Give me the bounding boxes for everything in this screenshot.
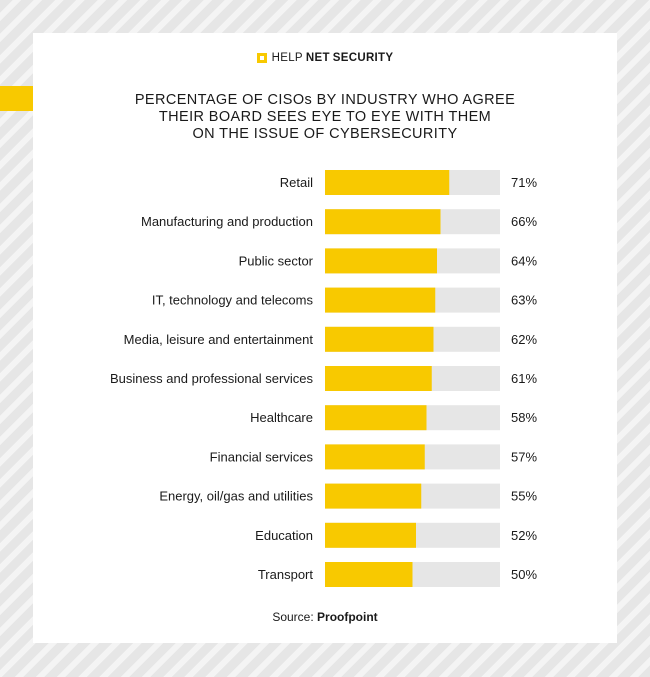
category-label-education: Education	[255, 528, 313, 543]
bar-healthcare	[325, 405, 427, 431]
brand-logo: HELP NET SECURITY	[0, 51, 650, 65]
value-label-retail: 71%	[511, 175, 537, 190]
logo-square-icon	[256, 53, 267, 63]
chart-title: PERCENTAGE OF CISOs BY INDUSTRY WHO AGRE…	[0, 92, 650, 143]
category-label-it-technology-and-telecoms: IT, technology and telecoms	[152, 293, 314, 308]
brand-part-help: HELP	[271, 52, 303, 64]
value-label-healthcare: 58%	[511, 410, 537, 425]
value-label-manufacturing-and-production: 66%	[511, 214, 537, 229]
value-label-public-sector: 64%	[511, 253, 537, 268]
category-label-manufacturing-and-production: Manufacturing and production	[141, 214, 313, 229]
bar-retail	[325, 170, 450, 195]
category-label-financial-services: Financial services	[210, 449, 314, 464]
source-name: Proofpoint	[317, 610, 378, 624]
category-label-media-leisure-and-entertainment: Media, leisure and entertainment	[124, 332, 314, 347]
value-label-financial-services: 57%	[511, 449, 537, 464]
brand-part-security: SECURITY	[332, 52, 394, 64]
brand-part-net: NET	[305, 52, 330, 64]
bar-education	[325, 522, 416, 548]
category-label-energy-oil-gas-and-utilities: Energy, oil/gas and utilities	[159, 489, 313, 504]
bar-public-sector	[325, 248, 437, 274]
bar-it-technology-and-telecoms	[325, 287, 436, 313]
value-label-it-technology-and-telecoms: 63%	[511, 293, 537, 308]
title-line-3: ON THE ISSUE OF CYBERSECURITY	[192, 126, 458, 142]
category-label-transport: Transport	[258, 567, 314, 582]
source-note: Source: Proofpoint	[0, 610, 650, 624]
title-line-2: THEIR BOARD SEES EYE TO EYE WITH THEM	[158, 109, 492, 125]
value-label-education: 52%	[511, 528, 537, 543]
bar-financial-services	[325, 444, 425, 470]
value-label-media-leisure-and-entertainment: 62%	[511, 332, 537, 347]
source-label: Source:	[272, 610, 314, 624]
bar-energy-oil-gas-and-utilities	[325, 483, 422, 509]
category-label-business-and-professional-services: Business and professional services	[110, 371, 314, 386]
value-label-energy-oil-gas-and-utilities: 55%	[511, 489, 537, 504]
bar-transport	[325, 562, 413, 587]
value-label-business-and-professional-services: 61%	[511, 371, 537, 386]
category-label-healthcare: Healthcare	[250, 410, 313, 425]
bar-manufacturing-and-production	[325, 209, 441, 235]
category-label-public-sector: Public sector	[239, 253, 314, 268]
category-label-retail: Retail	[280, 175, 313, 190]
bar-business-and-professional-services	[325, 366, 432, 391]
title-line-1: PERCENTAGE OF CISOs BY INDUSTRY WHO AGRE…	[134, 92, 516, 108]
value-label-transport: 50%	[511, 567, 537, 582]
bar-media-leisure-and-entertainment	[325, 326, 434, 352]
